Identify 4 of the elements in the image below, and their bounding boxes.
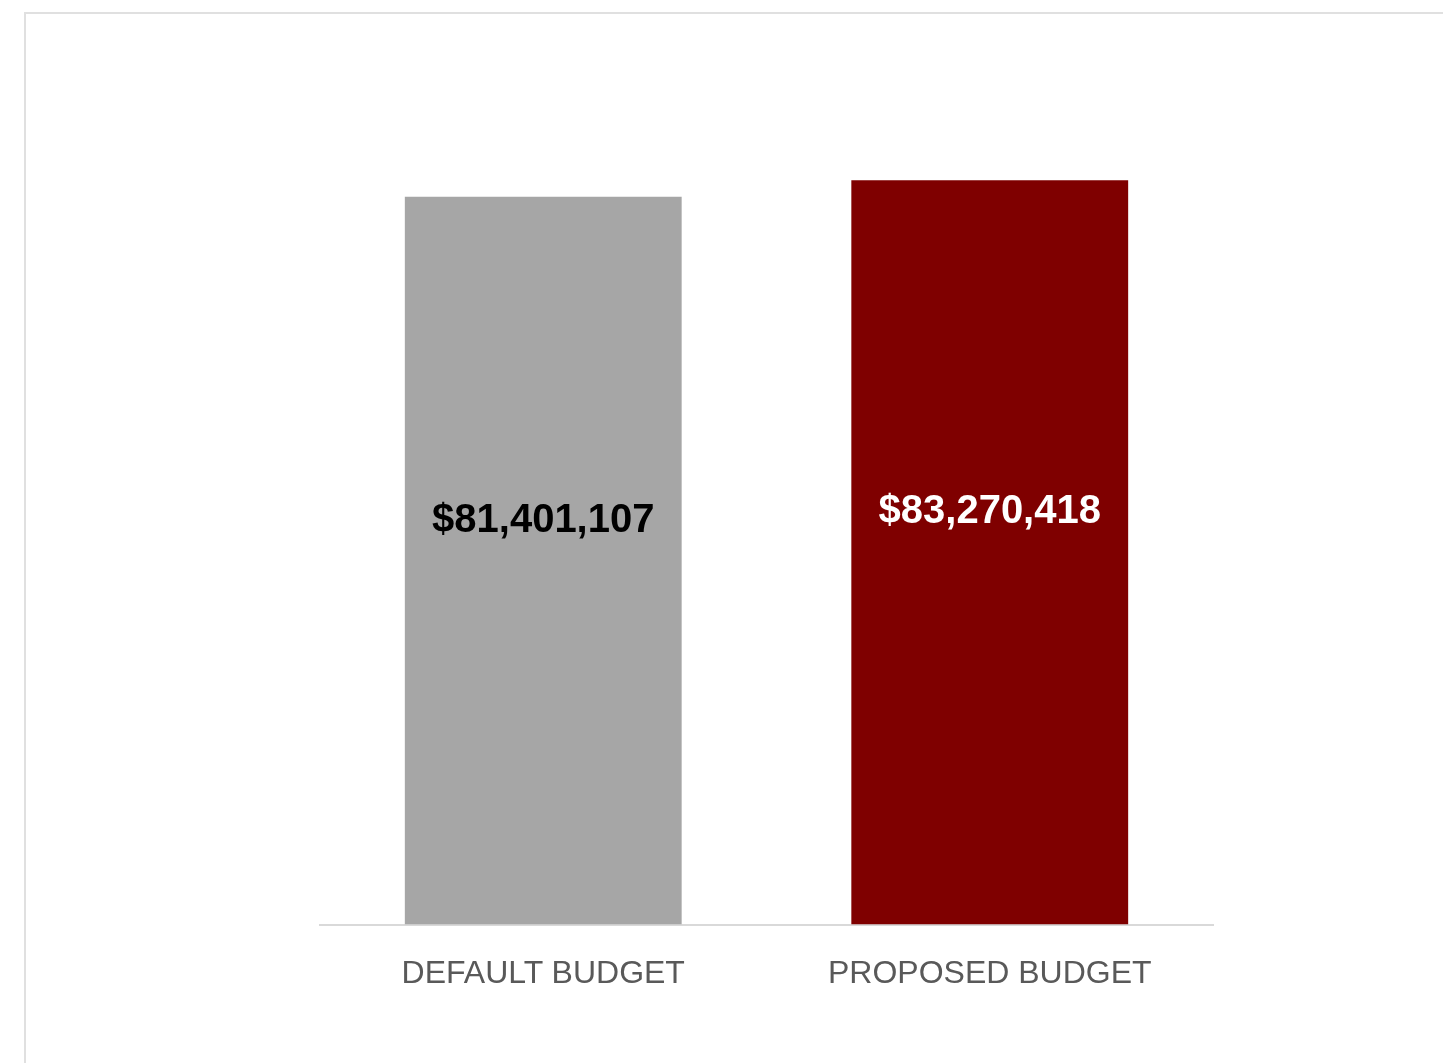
data-label: $81,401,107 — [432, 495, 655, 540]
x-tick-label: PROPOSED BUDGET — [827, 953, 1152, 990]
data-label: $83,270,418 — [878, 487, 1101, 532]
x-tick-label: DEFAULT BUDGET — [401, 953, 685, 990]
